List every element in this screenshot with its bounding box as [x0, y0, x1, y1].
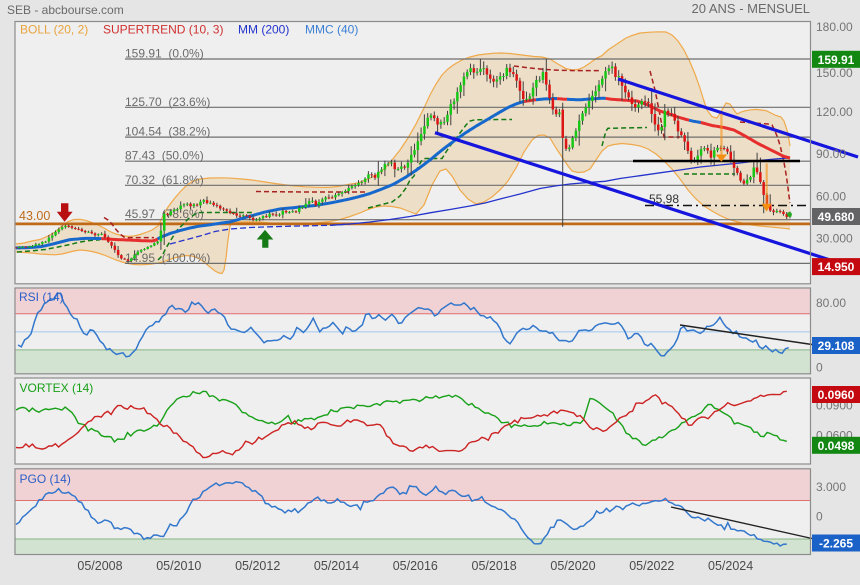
svg-text:0: 0 — [816, 361, 823, 375]
svg-text:RSI (14): RSI (14) — [19, 290, 64, 304]
svg-text:150.00: 150.00 — [816, 66, 853, 80]
svg-text:05/2008: 05/2008 — [77, 559, 122, 573]
svg-text:60.00: 60.00 — [816, 189, 846, 203]
svg-text:BOLL (20, 2): BOLL (20, 2) — [20, 23, 88, 37]
svg-text:120.00: 120.00 — [816, 105, 853, 119]
svg-text:SEB - abcbourse.com: SEB - abcbourse.com — [7, 3, 124, 17]
svg-text:05/2014: 05/2014 — [314, 559, 359, 573]
svg-text:3.000: 3.000 — [816, 480, 846, 494]
svg-text:VORTEX (14): VORTEX (14) — [20, 381, 94, 395]
svg-text:05/2016: 05/2016 — [393, 559, 438, 573]
svg-text:29.108: 29.108 — [818, 339, 855, 353]
svg-text:49.680: 49.680 — [818, 210, 855, 224]
svg-text:125.70 (23.6%): 125.70 (23.6%) — [125, 95, 210, 109]
svg-text:0.0960: 0.0960 — [818, 388, 855, 402]
svg-text:0.0498: 0.0498 — [818, 439, 855, 453]
svg-text:43.00: 43.00 — [19, 209, 50, 223]
svg-text:30.000: 30.000 — [816, 232, 853, 246]
svg-text:70.32 (61.8%): 70.32 (61.8%) — [125, 173, 204, 187]
svg-text:80.00: 80.00 — [816, 296, 846, 310]
svg-text:87.43 (50.0%): 87.43 (50.0%) — [125, 149, 204, 163]
svg-text:14.950: 14.950 — [818, 260, 855, 274]
svg-text:180.00: 180.00 — [816, 20, 853, 34]
svg-text:90.00: 90.00 — [816, 147, 846, 161]
svg-text:05/2012: 05/2012 — [235, 559, 280, 573]
svg-text:05/2020: 05/2020 — [550, 559, 595, 573]
svg-text:-2.265: -2.265 — [819, 537, 853, 551]
svg-text:05/2022: 05/2022 — [629, 559, 674, 573]
svg-text:05/2018: 05/2018 — [472, 559, 517, 573]
svg-text:05/2024: 05/2024 — [708, 559, 753, 573]
svg-text:PGO (14): PGO (14) — [20, 472, 71, 486]
svg-text:0: 0 — [816, 510, 823, 524]
svg-text:104.54 (38.2%): 104.54 (38.2%) — [125, 125, 210, 139]
svg-text:14.95 (100.0%): 14.95 (100.0%) — [125, 251, 210, 265]
svg-text:05/2010: 05/2010 — [156, 559, 201, 573]
svg-text:MM (200): MM (200) — [238, 23, 289, 37]
svg-text:SUPERTREND (10, 3): SUPERTREND (10, 3) — [103, 23, 223, 37]
svg-text:20 ANS - MENSUEL: 20 ANS - MENSUEL — [692, 1, 811, 16]
svg-text:MMC (40): MMC (40) — [305, 23, 358, 37]
svg-text:159.91 (0.0%): 159.91 (0.0%) — [125, 47, 204, 61]
svg-text:159.91: 159.91 — [818, 53, 855, 67]
